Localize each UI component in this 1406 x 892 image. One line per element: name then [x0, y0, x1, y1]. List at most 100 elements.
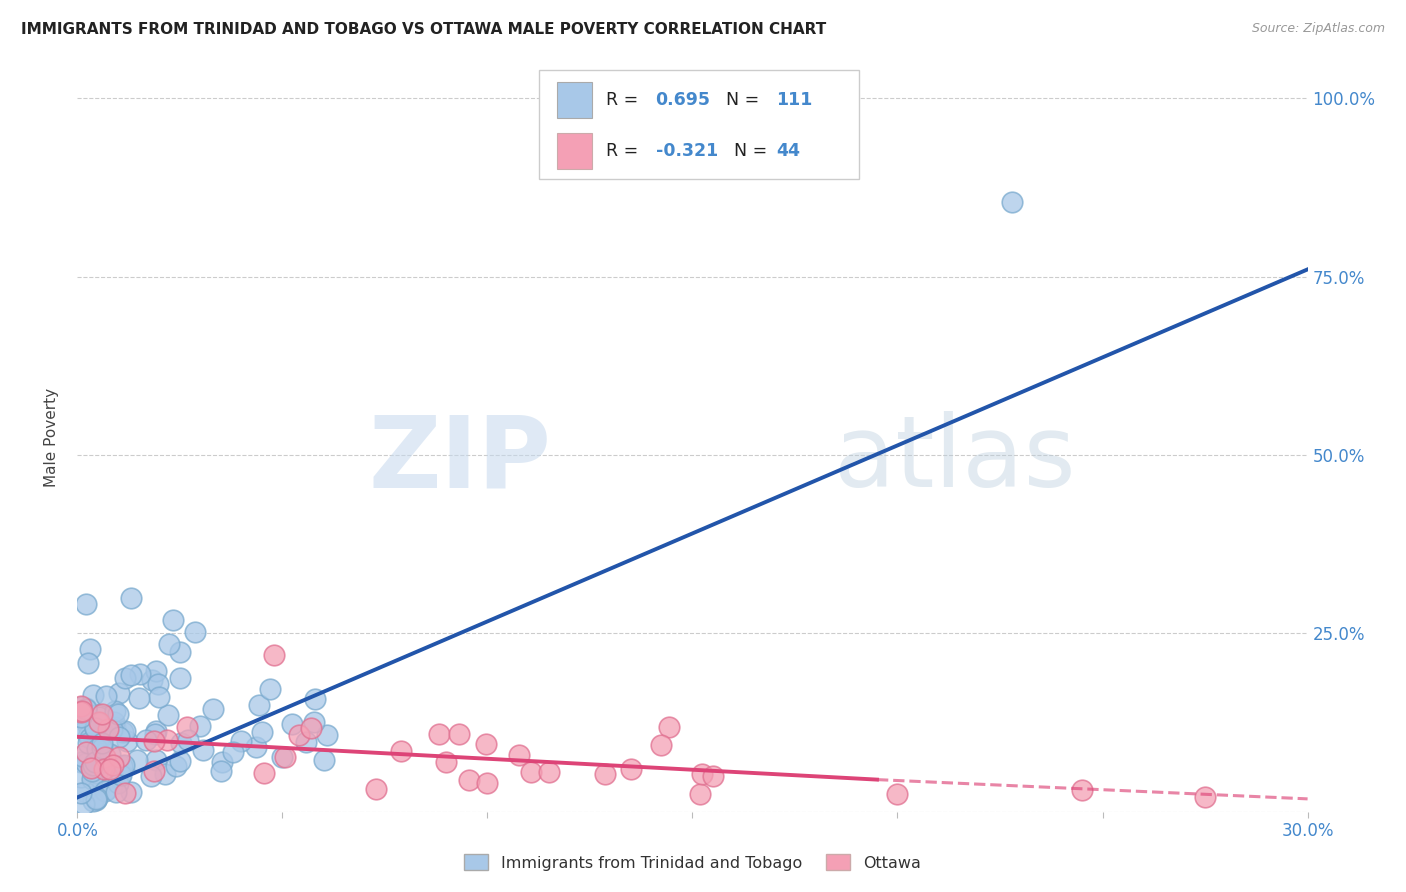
- Point: [620, 762, 643, 776]
- Point: [98, 762, 121, 776]
- Point: [82, 758, 104, 772]
- Point: [86, 742, 108, 756]
- Point: [222, 745, 245, 759]
- Point: [253, 766, 276, 780]
- Point: [145, 723, 167, 738]
- Point: [125, 754, 148, 768]
- Point: [112, 757, 135, 772]
- Point: [90, 755, 112, 769]
- Point: [474, 737, 496, 751]
- Point: [302, 715, 325, 730]
- Point: [73, 723, 96, 738]
- Point: [82, 772, 104, 786]
- Point: [70, 749, 93, 764]
- Point: [75, 756, 97, 770]
- Point: [114, 786, 136, 800]
- Point: [177, 732, 200, 747]
- Point: [84, 792, 107, 806]
- Point: [75, 745, 97, 759]
- Point: [75, 785, 97, 799]
- Point: [84, 755, 107, 769]
- Point: [70, 710, 93, 724]
- Point: [209, 764, 232, 778]
- Point: [1001, 194, 1024, 209]
- Text: R =: R =: [606, 143, 644, 161]
- Point: [157, 637, 180, 651]
- Point: [90, 736, 112, 750]
- Point: [145, 752, 167, 766]
- Point: [70, 755, 93, 769]
- Point: [143, 764, 166, 778]
- Point: [104, 719, 127, 733]
- Point: [211, 756, 233, 770]
- Point: [75, 702, 97, 716]
- Point: [477, 776, 499, 790]
- Point: [70, 699, 93, 714]
- Text: ZIP: ZIP: [368, 411, 551, 508]
- Point: [108, 769, 131, 783]
- Point: [886, 787, 908, 801]
- Point: [101, 722, 124, 736]
- Point: [94, 784, 117, 798]
- Point: [184, 625, 207, 640]
- Point: [107, 776, 129, 790]
- Point: [93, 725, 115, 739]
- Point: [281, 716, 304, 731]
- Point: [82, 794, 104, 808]
- Point: [93, 762, 115, 776]
- Point: [458, 772, 481, 787]
- Text: R =: R =: [606, 91, 644, 110]
- Point: [91, 707, 114, 722]
- Point: [169, 754, 191, 768]
- Point: [96, 782, 118, 797]
- Point: [87, 735, 110, 749]
- FancyBboxPatch shape: [557, 134, 592, 169]
- Y-axis label: Male Poverty: Male Poverty: [44, 387, 59, 487]
- Point: [1194, 790, 1216, 805]
- Point: [169, 645, 191, 659]
- FancyBboxPatch shape: [557, 82, 592, 119]
- Point: [91, 776, 114, 790]
- Point: [537, 765, 560, 780]
- Point: [89, 710, 111, 724]
- Point: [1071, 783, 1094, 797]
- Point: [120, 591, 142, 606]
- Point: [108, 730, 131, 744]
- Point: [170, 736, 193, 750]
- Point: [101, 757, 124, 772]
- Point: [156, 708, 179, 723]
- Point: [141, 673, 163, 687]
- Point: [259, 681, 281, 696]
- Point: [263, 648, 285, 662]
- Point: [111, 725, 134, 739]
- Point: [77, 656, 100, 670]
- Point: [107, 707, 129, 722]
- Point: [169, 671, 191, 685]
- Point: [294, 735, 316, 749]
- FancyBboxPatch shape: [538, 70, 859, 178]
- Point: [70, 698, 93, 713]
- Point: [245, 739, 267, 754]
- Text: 44: 44: [776, 143, 800, 161]
- Text: 111: 111: [776, 91, 813, 110]
- Point: [143, 727, 166, 741]
- Point: [247, 698, 270, 712]
- Point: [70, 705, 93, 719]
- Point: [87, 716, 110, 731]
- Point: [73, 797, 96, 811]
- Point: [115, 734, 138, 748]
- Point: [89, 754, 111, 768]
- Point: [120, 785, 142, 799]
- Point: [274, 750, 297, 764]
- Text: -0.321: -0.321: [655, 143, 718, 161]
- Point: [86, 765, 108, 780]
- Point: [427, 726, 450, 740]
- Point: [148, 677, 170, 691]
- Point: [153, 767, 176, 781]
- Point: [191, 742, 214, 756]
- Point: [114, 723, 136, 738]
- Point: [108, 686, 131, 700]
- Point: [316, 728, 339, 742]
- Point: [70, 770, 93, 784]
- Point: [90, 741, 112, 756]
